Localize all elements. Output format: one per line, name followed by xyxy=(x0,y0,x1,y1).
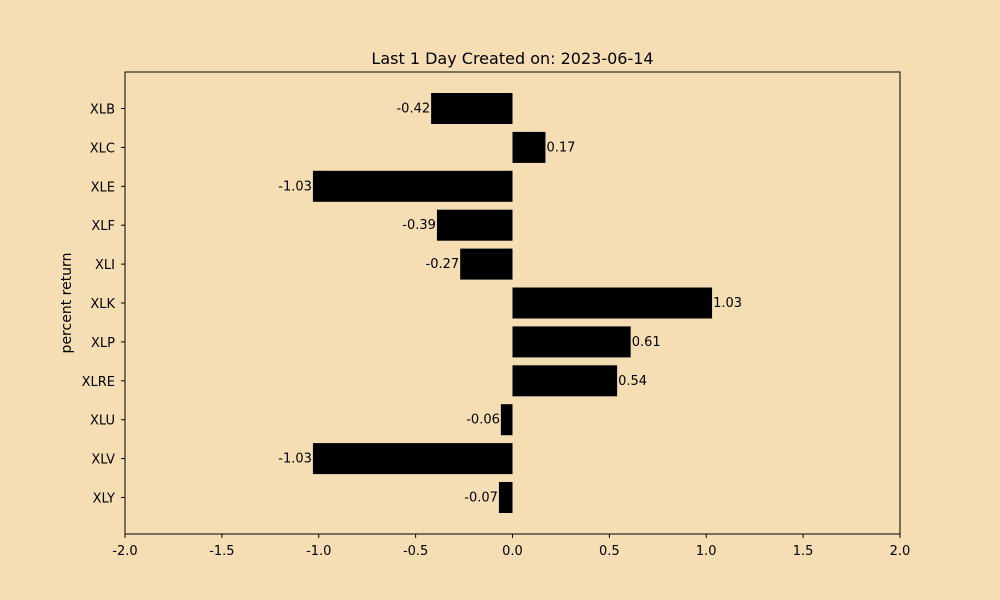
y-tick-label-xle: XLE xyxy=(91,180,115,195)
bar-xlf xyxy=(436,209,513,241)
x-tick-label: -2.0 xyxy=(112,544,137,559)
y-tick-label-xlp: XLP xyxy=(91,336,115,351)
chart-title: Last 1 Day Created on: 2023-06-14 xyxy=(371,49,653,68)
value-label-xle: -1.03 xyxy=(278,179,312,194)
bar-xlre xyxy=(512,365,618,397)
value-label-xlb: -0.42 xyxy=(396,102,430,117)
y-tick-label-xlc: XLC xyxy=(90,141,115,156)
y-tick-label-xlb: XLB xyxy=(90,103,115,118)
value-label-xli: -0.27 xyxy=(426,257,460,272)
x-tick-label: -1.5 xyxy=(209,544,234,559)
bar-xlu xyxy=(500,404,513,436)
y-tick-label-xlf: XLF xyxy=(91,219,115,234)
x-tick-label: 1.5 xyxy=(793,544,814,559)
x-tick-label: 0.5 xyxy=(599,544,620,559)
x-tick-label: 0.0 xyxy=(502,544,523,559)
bar-xlv xyxy=(312,443,513,475)
y-tick-label-xlv: XLV xyxy=(91,453,115,468)
y-tick-label-xlre: XLRE xyxy=(82,375,115,390)
value-label-xlf: -0.39 xyxy=(402,218,436,233)
value-label-xlre: 0.54 xyxy=(618,374,647,389)
value-label-xlk: 1.03 xyxy=(713,296,742,311)
value-label-xly: -0.07 xyxy=(464,491,498,506)
value-label-xlu: -0.06 xyxy=(466,413,500,428)
x-tick-label: 2.0 xyxy=(890,544,911,559)
x-tick-label: -0.5 xyxy=(403,544,428,559)
bar-xle xyxy=(312,170,513,202)
value-label-xlp: 0.61 xyxy=(632,335,661,350)
y-tick-label-xlu: XLU xyxy=(90,414,115,429)
y-tick-label-xlk: XLK xyxy=(90,297,115,312)
bar-xlk xyxy=(512,287,713,319)
x-tick-label: 1.0 xyxy=(696,544,717,559)
plot-marks: XLB -0.42 XLC 0.17 XLE -1.03 XLF -0.39 XLI -0.27 X… xyxy=(82,93,911,559)
plot-frame xyxy=(124,71,901,535)
value-label-xlv: -1.03 xyxy=(278,452,312,467)
bar-xlp xyxy=(512,326,631,358)
bar-xli xyxy=(460,248,513,280)
bar-xly xyxy=(498,482,513,513)
value-label-xlc: 0.17 xyxy=(546,140,575,155)
bar-xlc xyxy=(512,131,546,163)
y-tick-label-xly: XLY xyxy=(93,492,115,507)
y-tick-label-xli: XLI xyxy=(95,258,115,273)
y-axis-label: percent return xyxy=(59,253,75,354)
bar-xlb xyxy=(431,93,513,124)
x-tick-label: -1.0 xyxy=(306,544,331,559)
